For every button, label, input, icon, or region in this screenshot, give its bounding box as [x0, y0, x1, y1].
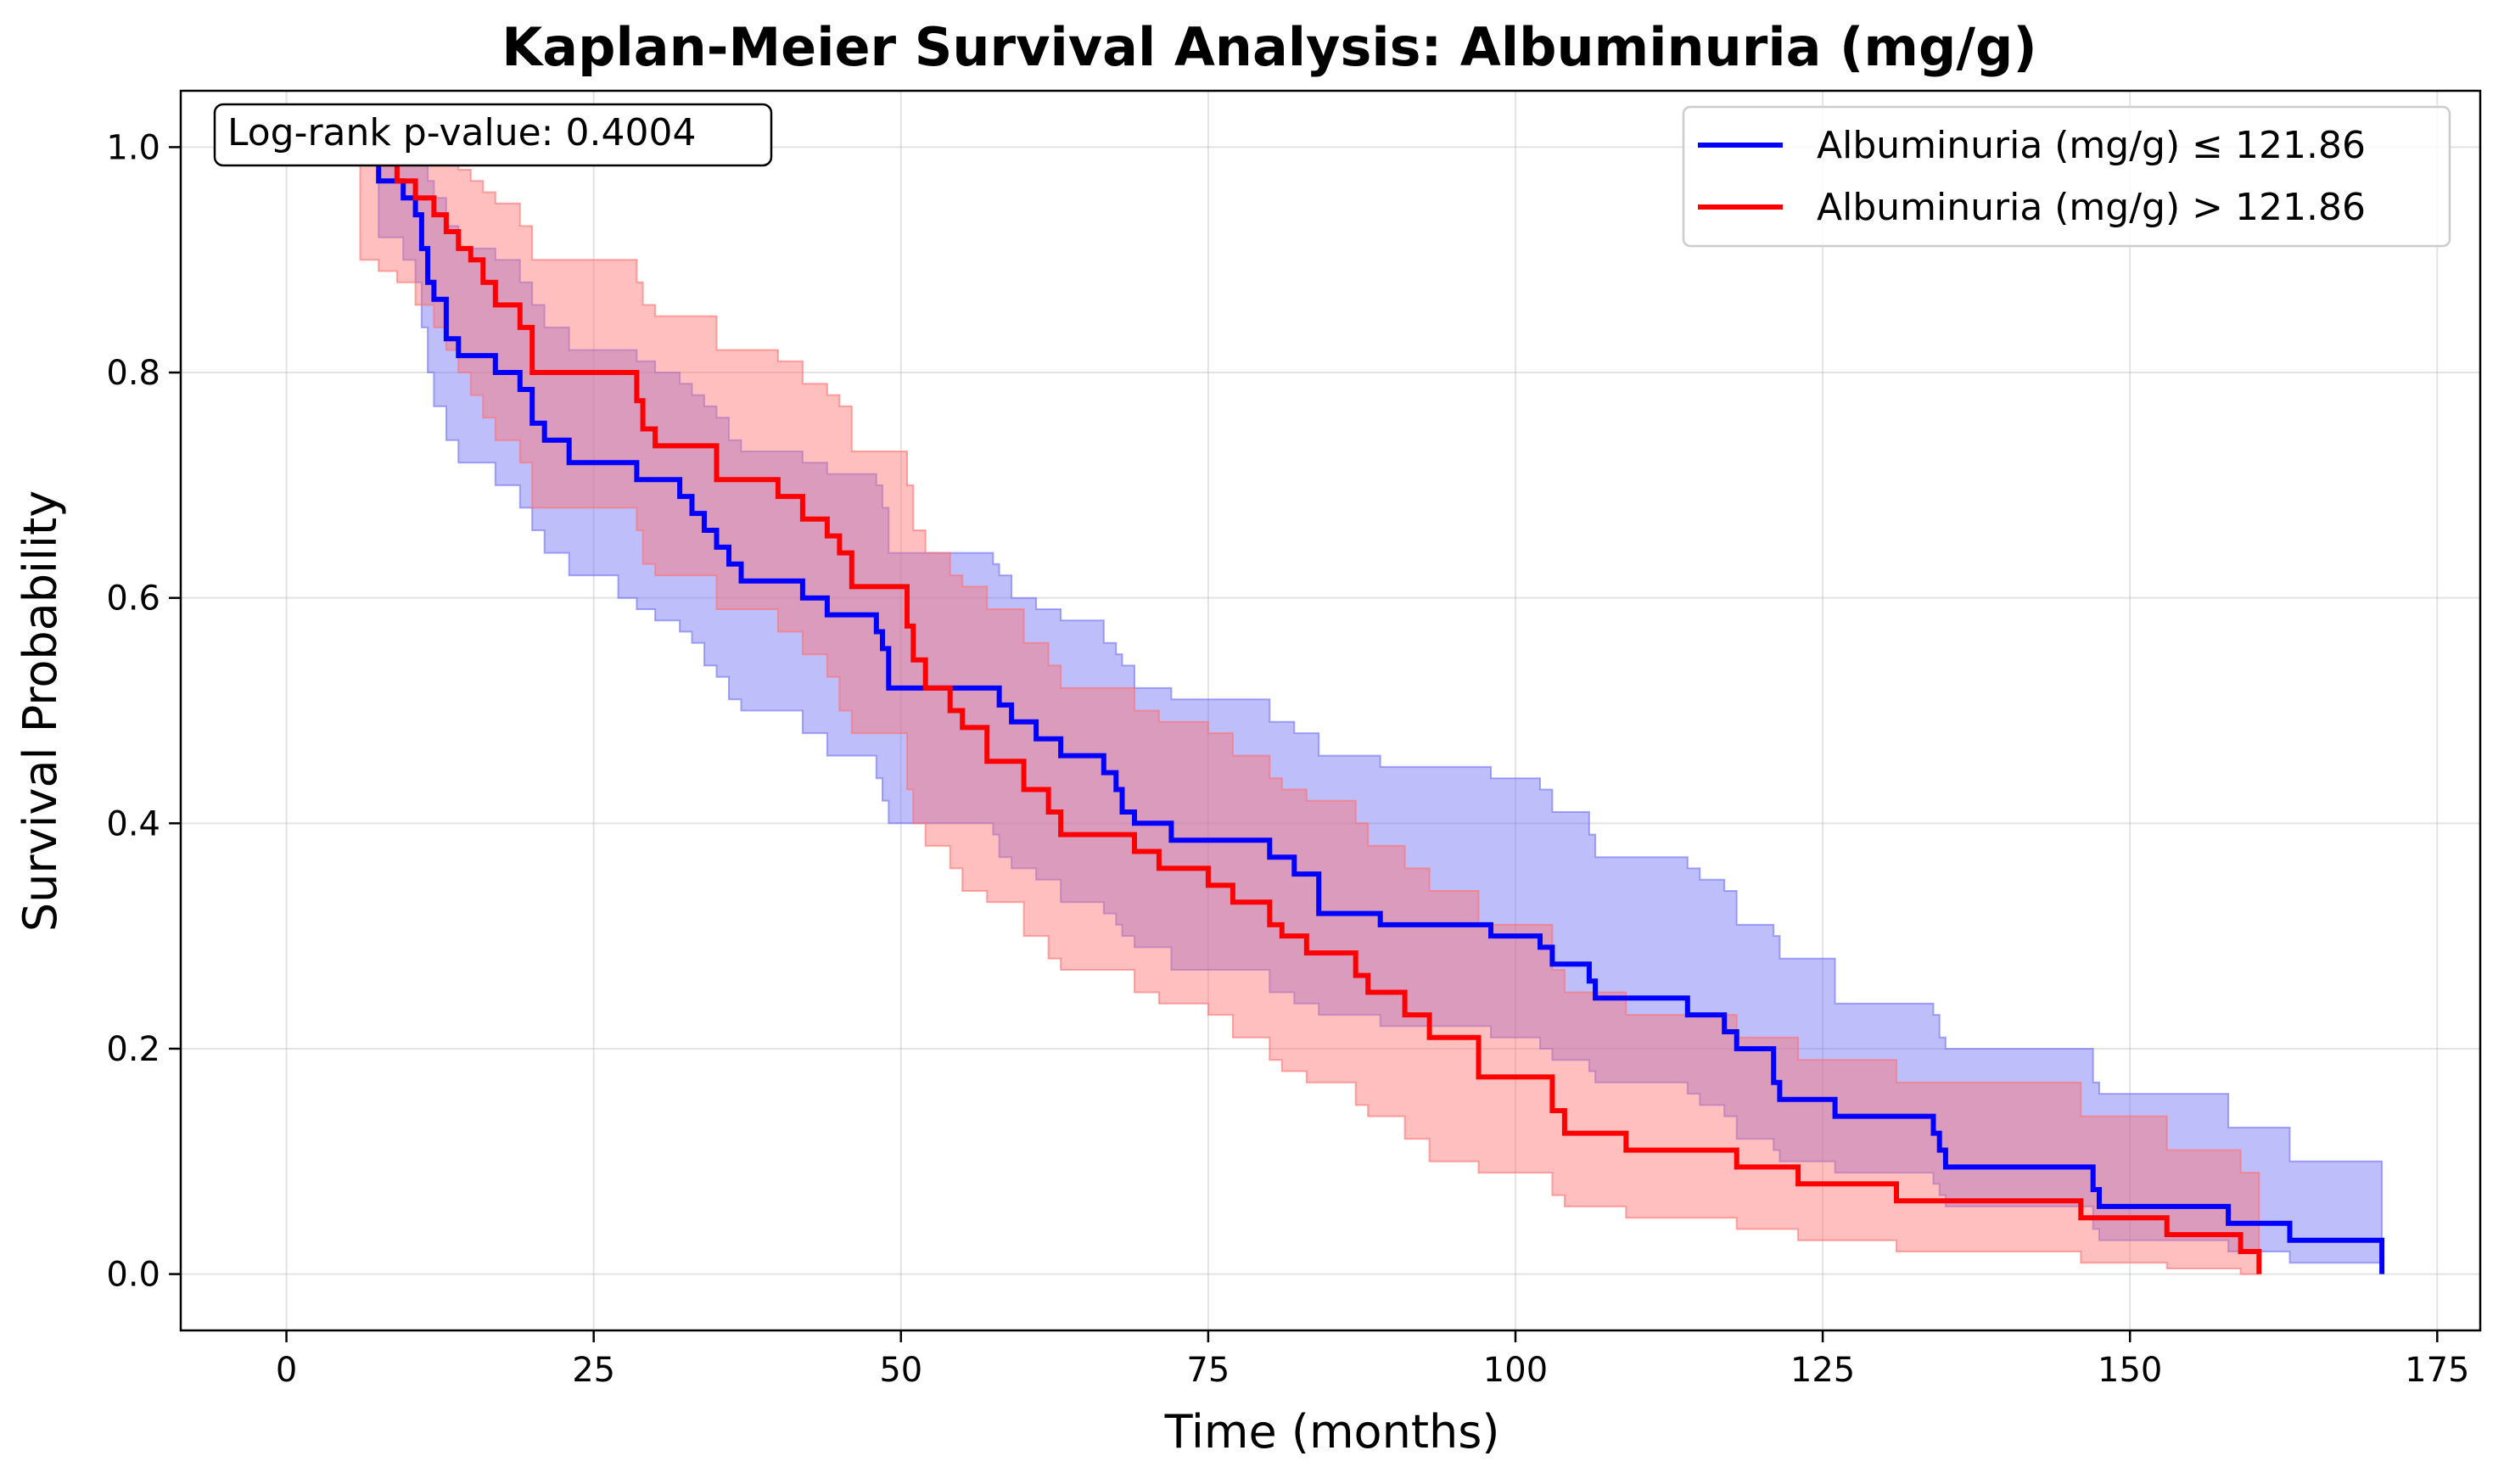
x-tick-label: 175 [2405, 1351, 2469, 1390]
legend-frame [1682, 105, 2451, 248]
x-axis-label: Time (months) [1164, 1405, 1500, 1459]
y-tick-label: 0.2 [106, 1030, 160, 1069]
x-tick-label: 0 [276, 1351, 297, 1390]
x-tick-label: 150 [2098, 1351, 2162, 1390]
x-tick-label: 100 [1483, 1351, 1548, 1390]
chart-title: Kaplan-Meier Survival Analysis: Albuminu… [501, 16, 2036, 78]
legend: Albuminuria (mg/g) ≤ 121.86 Albuminuria … [1682, 105, 2451, 248]
logrank-annotation: Log-rank p-value: 0.4004 [227, 111, 696, 154]
y-tick-label: 0.6 [106, 580, 160, 619]
confidence-bands [359, 146, 2384, 1275]
legend-label-high: Albuminuria (mg/g) > 121.86 [1817, 186, 2366, 229]
ci-band-0 [378, 146, 2384, 1268]
survival-curve-1 [360, 144, 2262, 1274]
ci-band-1 [359, 146, 2260, 1275]
y-axis-label: Survival Probability [14, 490, 67, 932]
x-axis-ticks: 0 25 50 75 100 125 150 175 [276, 1330, 2469, 1390]
annotation-frame [213, 103, 773, 167]
legend-label-low: Albuminuria (mg/g) ≤ 121.86 [1817, 124, 2366, 167]
x-tick-label: 50 [879, 1351, 922, 1390]
x-tick-label: 75 [1186, 1351, 1230, 1390]
y-tick-label: 0.4 [106, 804, 160, 843]
x-tick-label: 125 [1790, 1351, 1855, 1390]
x-tick-label: 25 [572, 1351, 615, 1390]
y-tick-label: 0.0 [106, 1256, 160, 1295]
y-tick-label: 1.0 [106, 128, 160, 167]
survival-curve-0 [376, 147, 2385, 1274]
y-axis-ticks: 0.0 0.2 0.4 0.6 0.8 1.0 [106, 128, 181, 1295]
annotation-box: Log-rank p-value: 0.4004 [213, 103, 773, 167]
plot-frame [179, 89, 2482, 1332]
y-tick-label: 0.8 [106, 354, 160, 393]
survival-curves [360, 144, 2385, 1274]
